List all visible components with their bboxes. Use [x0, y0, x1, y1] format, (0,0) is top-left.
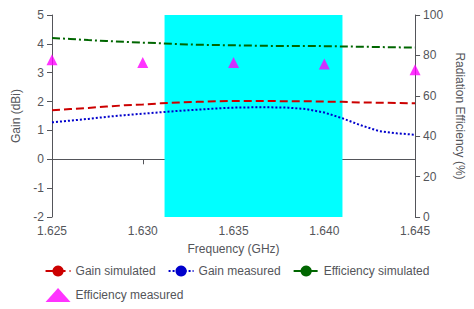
svg-text:5: 5: [37, 8, 44, 22]
svg-text:3: 3: [37, 66, 44, 80]
svg-text:2: 2: [37, 95, 44, 109]
svg-text:-1: -1: [33, 181, 44, 195]
svg-text:60: 60: [423, 89, 437, 103]
svg-text:Gain (dBi): Gain (dBi): [9, 89, 23, 143]
svg-text:Radiation Efficiency (%): Radiation Efficiency (%): [453, 52, 467, 179]
svg-text:Frequency (GHz): Frequency (GHz): [188, 242, 280, 256]
svg-text:-2: -2: [33, 210, 44, 224]
svg-text:Efficiency simulated: Efficiency simulated: [324, 264, 430, 278]
svg-text:1.630: 1.630: [128, 224, 158, 238]
svg-text:0: 0: [37, 152, 44, 166]
svg-text:40: 40: [423, 129, 437, 143]
svg-text:Gain simulated: Gain simulated: [76, 264, 156, 278]
svg-text:0: 0: [423, 210, 430, 224]
svg-text:80: 80: [423, 48, 437, 62]
svg-text:1.635: 1.635: [219, 224, 249, 238]
svg-text:1: 1: [37, 123, 44, 137]
svg-text:1.645: 1.645: [400, 224, 430, 238]
svg-text:20: 20: [423, 170, 437, 184]
svg-text:1.625: 1.625: [37, 224, 67, 238]
svg-text:4: 4: [37, 37, 44, 51]
svg-text:1.640: 1.640: [309, 224, 339, 238]
svg-text:Gain measured: Gain measured: [199, 264, 281, 278]
svg-text:Efficiency measured: Efficiency measured: [76, 288, 184, 302]
svg-text:100: 100: [423, 8, 443, 22]
